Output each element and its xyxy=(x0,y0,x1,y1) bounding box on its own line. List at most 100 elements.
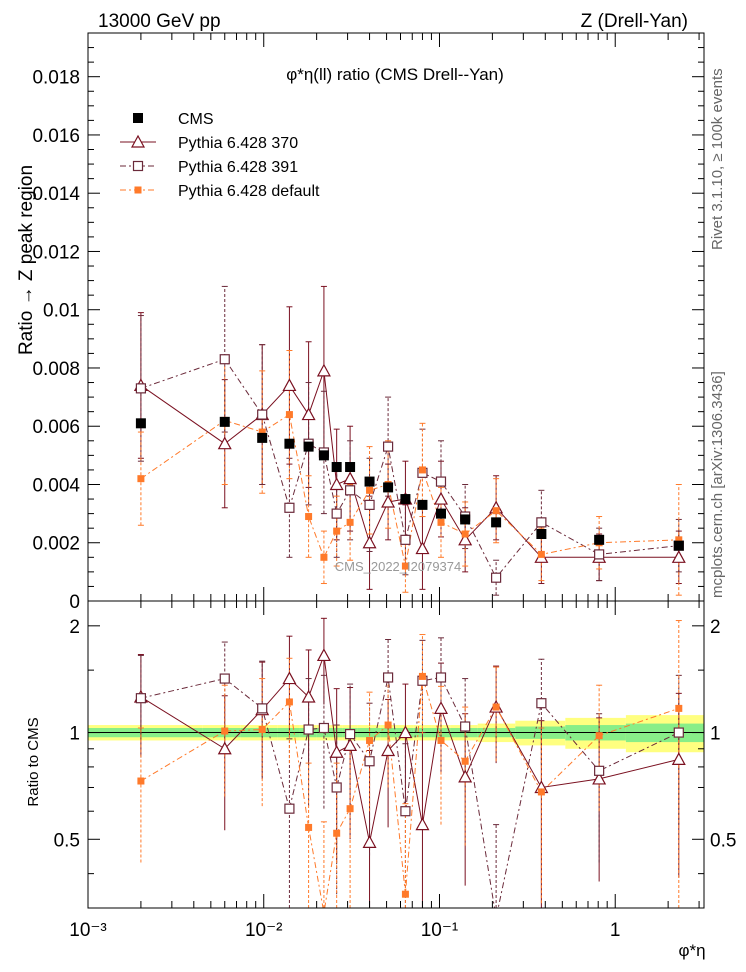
main-point xyxy=(437,518,445,526)
main-point xyxy=(433,491,449,505)
x-axis-label: φ*η xyxy=(678,941,705,960)
cms-data-point xyxy=(135,418,146,429)
ratio-point xyxy=(135,693,147,704)
main-y-tick-label: 0 xyxy=(69,592,80,613)
main-point xyxy=(217,436,232,450)
main-point xyxy=(364,499,375,510)
ratio-point xyxy=(381,743,396,757)
ratio-bands xyxy=(88,715,704,753)
cms-data-point xyxy=(435,508,446,519)
main-series-line xyxy=(140,370,679,558)
main-point xyxy=(329,477,344,491)
main-point xyxy=(362,535,377,549)
main-point xyxy=(536,517,547,528)
main-point xyxy=(366,486,374,494)
cms-data-point xyxy=(345,462,356,473)
ratio-point xyxy=(492,703,500,711)
ratio-point xyxy=(331,782,342,793)
ratio-point xyxy=(258,726,266,734)
cms-data-point xyxy=(364,476,375,487)
main-point xyxy=(343,471,358,485)
main-y-tick-label: 0.008 xyxy=(32,359,80,380)
ratio-point xyxy=(343,738,358,751)
main-point xyxy=(137,475,145,483)
ratio-point xyxy=(362,835,377,848)
legend: CMS Pythia 6.428 370 Pythia 6.428 391 Pythi… xyxy=(120,111,320,200)
cms-data-point xyxy=(417,499,428,510)
ratio-point xyxy=(433,701,449,714)
cms-data-point xyxy=(491,517,502,528)
cms-data-point xyxy=(318,450,329,461)
main-y-tick-label: 0.01 xyxy=(43,301,80,322)
ratio-point xyxy=(318,722,330,734)
x-tick-label: 10⁻¹ xyxy=(421,920,459,941)
main-point xyxy=(333,527,341,535)
main-y-axis-label: Ratio → Z peak region xyxy=(16,165,37,355)
side-label-mcplots: mcplots.cern.ch [arXiv:1306.3436] xyxy=(709,371,726,598)
ratio-point xyxy=(460,721,471,732)
main-series-line xyxy=(140,413,679,567)
cms-data-point xyxy=(673,540,684,551)
ratio-point xyxy=(366,736,374,744)
main-y-tick-label: 0.012 xyxy=(32,242,80,263)
main-point xyxy=(461,530,469,538)
main-point xyxy=(435,476,447,487)
ratio-axis-ticks: 0.5 0.5 1 1 2 2 10⁻³ 10⁻² 10⁻¹ 1 xyxy=(54,601,736,941)
ratio-point xyxy=(221,727,229,735)
ratio-point xyxy=(137,777,145,785)
ratio-point xyxy=(282,671,297,685)
ratio-point xyxy=(437,736,445,744)
main-series xyxy=(133,285,686,596)
main-point xyxy=(382,441,394,452)
cms-data-point xyxy=(594,534,605,545)
cms-data-point xyxy=(460,514,471,525)
ratio-series-line xyxy=(140,676,680,908)
cms-data-point xyxy=(219,416,230,427)
ratio-point xyxy=(344,729,356,740)
ratio-point xyxy=(536,698,547,709)
cms-data-point xyxy=(536,529,547,540)
main-point xyxy=(675,536,683,544)
main-y-tick-label: 0.018 xyxy=(32,68,80,89)
legend-label: Pythia 6.428 default xyxy=(178,183,320,200)
main-point xyxy=(258,428,266,436)
ratio-point xyxy=(382,672,394,683)
x-tick-label: 1 xyxy=(610,920,621,941)
ratio-point xyxy=(675,704,683,712)
ratio-point xyxy=(673,727,684,738)
main-point xyxy=(282,378,297,392)
main-y-tick-label: 0.004 xyxy=(32,475,80,496)
main-y-tick-label: 0.002 xyxy=(32,534,80,555)
ratio-point xyxy=(219,673,230,684)
ratio-point xyxy=(435,672,447,683)
main-point xyxy=(301,407,316,421)
ratio-y-axis-label: Ratio to CMS xyxy=(25,717,42,806)
ratio-point xyxy=(458,769,473,783)
header-right: Z (Drell-Yan) xyxy=(581,11,688,32)
main-point xyxy=(458,532,473,546)
ratio-point xyxy=(461,757,469,765)
main-point xyxy=(257,409,268,420)
side-label-rivet: Rivet 3.1.10, ≥ 100k events xyxy=(709,68,726,250)
ratio-point xyxy=(257,703,268,714)
ratio-point xyxy=(217,741,232,755)
ratio-point xyxy=(415,817,430,831)
legend-marker xyxy=(132,160,144,172)
main-point xyxy=(344,485,356,496)
cms-data-point xyxy=(284,438,295,449)
main-point xyxy=(305,513,313,521)
legend-label: Pythia 6.428 391 xyxy=(178,159,298,176)
ratio-point xyxy=(333,829,341,837)
cms-data-point xyxy=(257,432,268,443)
main-point xyxy=(219,354,230,365)
ratio-y-tick-label-right: 2 xyxy=(710,617,721,638)
main-point xyxy=(537,550,545,558)
ratio-y-tick-label-right: 1 xyxy=(710,724,721,745)
ratio-y-tick-label-left: 2 xyxy=(69,617,80,638)
ratio-point xyxy=(384,721,392,729)
watermark: CMS_2022_I2079374 xyxy=(335,559,462,574)
main-series-line xyxy=(140,358,679,579)
main-point xyxy=(316,363,331,377)
main-point xyxy=(491,572,502,583)
